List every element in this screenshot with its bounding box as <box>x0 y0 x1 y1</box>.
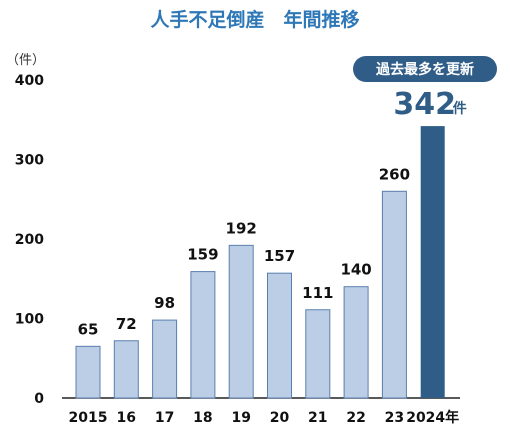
bar <box>305 309 331 399</box>
bar-value-label: 65 <box>78 320 99 338</box>
bar <box>381 190 407 399</box>
bar-highlight <box>420 126 445 399</box>
bar <box>228 244 254 399</box>
y-axis-unit: （件） <box>6 53 45 68</box>
record-badge: 過去最多を更新 <box>353 56 497 82</box>
bar-value-label: 98 <box>154 294 175 312</box>
bar-value-label: 140 <box>340 261 371 279</box>
y-axis: （件） 0 100 200 300 400 <box>6 53 45 407</box>
badge-label: 過去最多を更新 <box>375 61 474 78</box>
x-tick-label: 19 <box>231 410 250 426</box>
bar-value-label: 192 <box>226 219 257 237</box>
x-tick-label: 18 <box>193 410 212 426</box>
y-tick-label: 200 <box>15 232 44 248</box>
y-tick-label: 0 <box>34 391 44 407</box>
bar <box>267 272 292 399</box>
badge-background <box>353 56 497 82</box>
bar-value-label: 157 <box>264 247 295 265</box>
x-axis: 2015 16 17 18 19 20 21 22 23 2024年 <box>69 409 460 426</box>
x-tick-label: 21 <box>308 410 327 426</box>
bar-value-label-highlight: 342 <box>393 87 456 122</box>
y-tick-label: 400 <box>15 73 44 89</box>
bar-value-label: 111 <box>302 284 333 302</box>
bar-value-label: 260 <box>379 165 410 183</box>
bar <box>113 340 139 399</box>
bar <box>152 319 178 399</box>
x-tick-label: 2024年 <box>406 409 459 426</box>
y-tick-label: 100 <box>15 312 44 328</box>
x-tick-label: 2015 <box>69 410 108 426</box>
x-tick-label: 16 <box>117 410 136 426</box>
bar <box>190 271 216 399</box>
bar-value-label: 72 <box>116 315 137 333</box>
bar-value-unit: 件 <box>453 100 467 117</box>
bar <box>343 286 369 399</box>
y-tick-label: 300 <box>15 153 44 169</box>
x-tick-label: 17 <box>155 410 174 426</box>
bar-value-label: 159 <box>187 246 218 264</box>
x-tick-label: 20 <box>270 410 290 426</box>
x-tick-label: 23 <box>385 410 404 426</box>
bar <box>75 345 101 399</box>
x-tick-label: 22 <box>346 410 365 426</box>
chart-title: 人手不足倒産 年間推移 <box>150 8 359 31</box>
